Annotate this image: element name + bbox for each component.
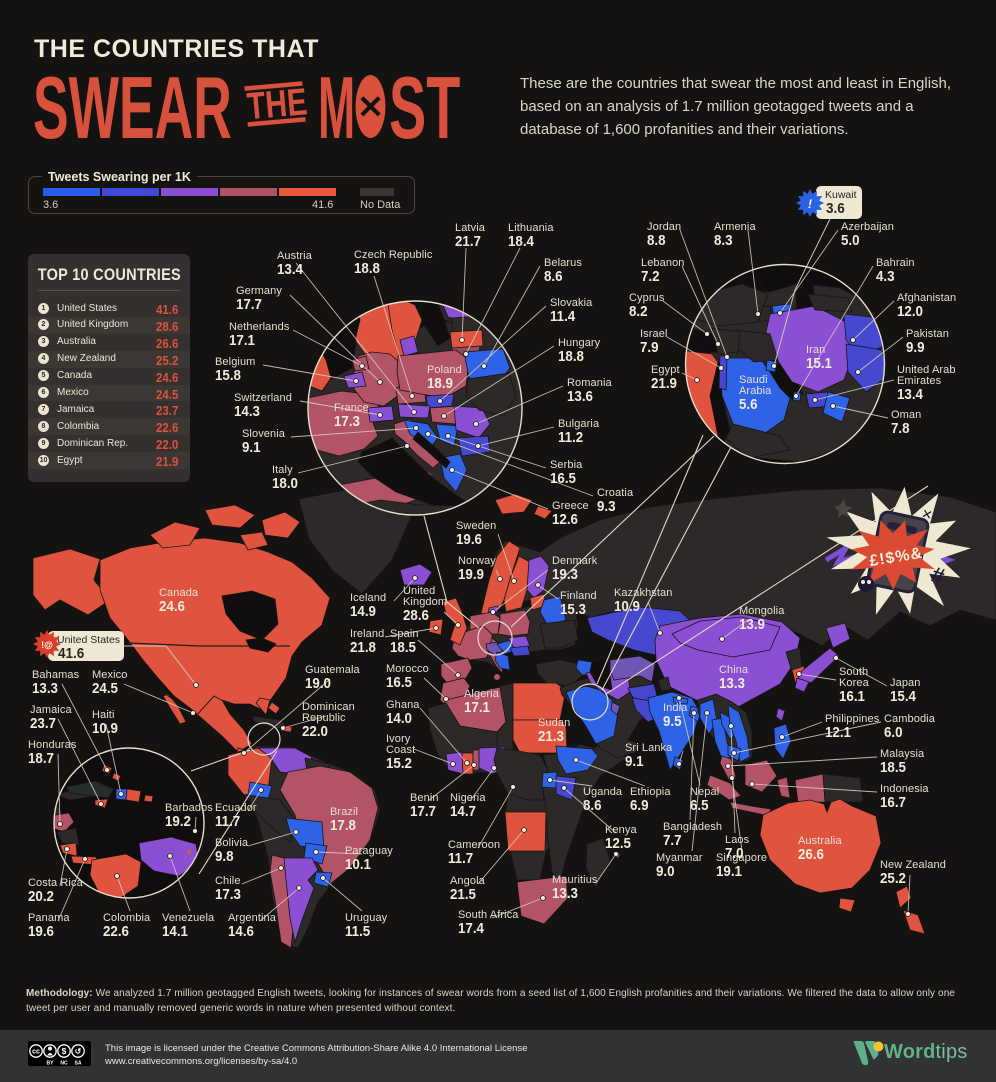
svg-text:SWEAR: SWEAR (33, 70, 232, 145)
svg-text:$: $ (62, 1046, 67, 1056)
svg-text:NC: NC (60, 1061, 68, 1067)
svg-text:M: M (318, 70, 355, 145)
svg-text:↺: ↺ (75, 1047, 82, 1056)
svg-text:!: ! (808, 197, 812, 211)
svg-text:SA: SA (75, 1061, 82, 1067)
svg-text:ST: ST (389, 70, 460, 145)
svg-text:cc: cc (32, 1049, 40, 1056)
svg-text:✕: ✕ (920, 506, 934, 523)
svg-text:THE: THE (245, 81, 308, 128)
svg-text:BY: BY (47, 1061, 55, 1067)
svg-text:!@: !@ (41, 640, 53, 650)
svg-text:✕: ✕ (357, 89, 384, 125)
